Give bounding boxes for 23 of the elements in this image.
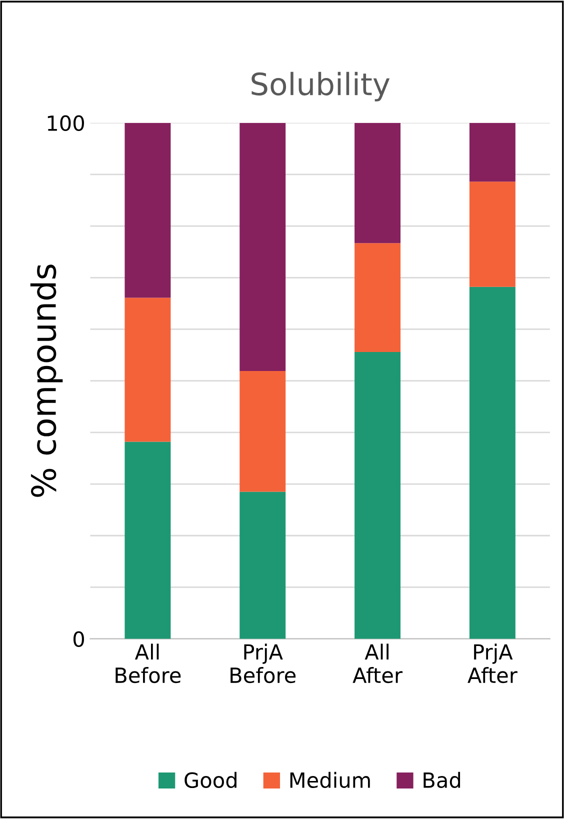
- bar: [469, 286, 516, 639]
- bar: [469, 182, 516, 287]
- y-axis-title: % compounds: [30, 264, 63, 497]
- bar: [354, 122, 401, 244]
- bar: [354, 352, 401, 639]
- y-tick-label: 0: [73, 631, 84, 648]
- x-tick-label: PrjA Before: [230, 644, 296, 684]
- bar: [124, 442, 171, 639]
- x-tick-label: All After: [352, 644, 403, 684]
- bar: [354, 243, 401, 352]
- bar: [240, 492, 286, 639]
- bar: [240, 122, 286, 372]
- legend-label: Bad: [424, 772, 460, 788]
- bar: [124, 122, 171, 298]
- x-tick-label: All Before: [116, 644, 181, 684]
- x-tick-label: PrjA After: [468, 644, 518, 684]
- bar: [124, 298, 171, 442]
- bar: [469, 122, 516, 182]
- bar: [240, 371, 286, 492]
- legend-label: Medium: [290, 772, 370, 788]
- chart-title: Solubility: [252, 72, 390, 102]
- y-tick-label: 100: [48, 115, 84, 132]
- legend-label: Good: [184, 772, 236, 788]
